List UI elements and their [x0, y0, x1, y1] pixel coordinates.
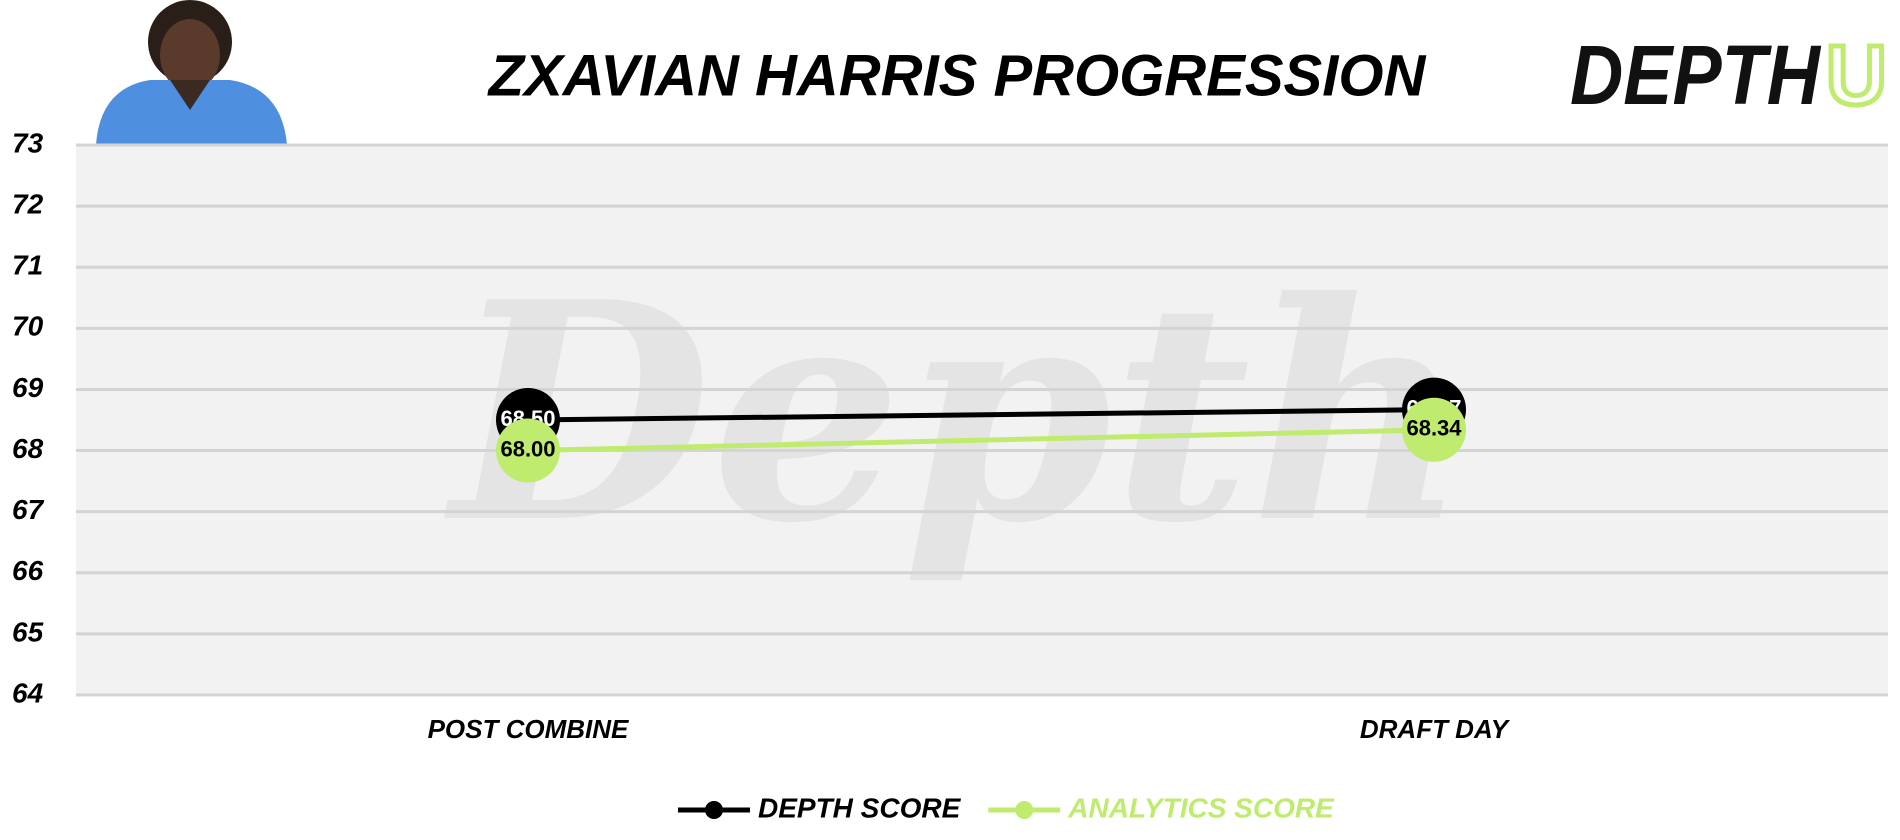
- y-tick-label: 64: [12, 677, 44, 708]
- x-tick-label: DRAFT DAY: [1360, 714, 1511, 744]
- legend-dot: [705, 801, 723, 819]
- chart-title: ZXAVIAN HARRIS PROGRESSION: [487, 43, 1427, 108]
- legend-label: ANALYTICS SCORE: [1067, 792, 1335, 823]
- y-tick-label: 69: [12, 372, 44, 403]
- y-tick-label: 68: [12, 433, 44, 464]
- y-tick-label: 73: [12, 127, 44, 158]
- value-label: 68.34: [1406, 416, 1462, 441]
- point: [496, 418, 560, 483]
- logo: DEPTH U: [1570, 26, 1889, 125]
- y-tick-label: 71: [12, 250, 43, 281]
- y-tick-label: 70: [12, 311, 44, 342]
- legend-label: DEPTH SCORE: [758, 792, 962, 823]
- legend-dot: [1015, 801, 1034, 819]
- point: [1402, 397, 1466, 462]
- x-tick-label: POST COMBINE: [428, 714, 629, 744]
- value-label: 68.00: [500, 436, 555, 461]
- y-tick-label: 65: [12, 616, 44, 647]
- logo-accent: U: [1826, 28, 1887, 122]
- series-line: [527, 407, 1435, 423]
- y-tick-label: 72: [12, 189, 44, 220]
- logo-text: DEPTH: [1570, 28, 1822, 122]
- y-tick-label: 66: [12, 555, 44, 586]
- player-photo: [96, 0, 287, 145]
- series-line: [527, 427, 1435, 454]
- y-tick-label: 67: [12, 494, 45, 525]
- plot-area: [76, 145, 1888, 695]
